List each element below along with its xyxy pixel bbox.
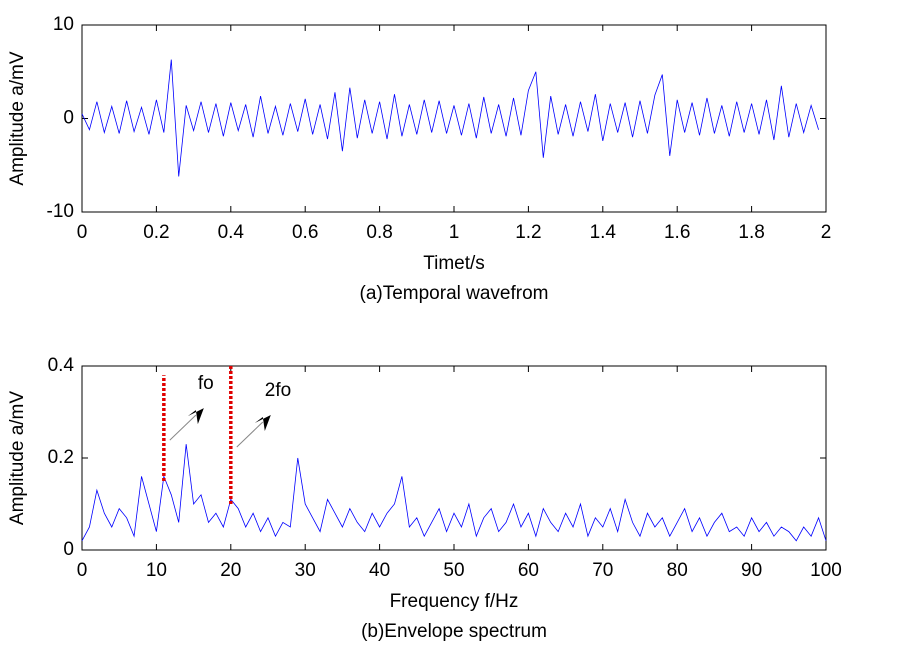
- y-tick-label: 0: [63, 539, 74, 560]
- x-tick-label: 1.6: [664, 222, 690, 243]
- x-tick-label: 40: [369, 560, 390, 581]
- x-tick-label: 100: [810, 560, 842, 581]
- y-axis-label: Amplitude a/mV: [7, 391, 28, 525]
- x-tick-label: 1.4: [590, 222, 617, 243]
- x-tick-label: 50: [443, 560, 464, 581]
- y-tick-label: 0: [63, 108, 74, 129]
- arrow-shaft: [236, 421, 264, 448]
- x-tick-label: 0.4: [218, 222, 245, 243]
- x-tick-label: 80: [667, 560, 688, 581]
- x-tick-label: 1.2: [515, 222, 541, 243]
- y-tick-label: 0.2: [48, 447, 74, 468]
- x-tick-label: 0.2: [143, 222, 169, 243]
- x-tick-label: 60: [518, 560, 539, 581]
- arrow-head: [187, 408, 204, 425]
- y-tick-label: 10: [53, 14, 74, 35]
- x-tick-label: 0: [77, 560, 88, 581]
- caption: (b)Envelope spectrum: [361, 621, 547, 642]
- plot-area: [81, 24, 827, 213]
- x-tick-label: 30: [295, 560, 316, 581]
- x-tick-label: 2: [821, 222, 832, 243]
- x-axis-label: Frequency f/Hz: [390, 591, 519, 612]
- x-tick-label: 10: [146, 560, 167, 581]
- x-tick-label: 0.6: [292, 222, 318, 243]
- data-line: [81, 59, 819, 177]
- x-tick-label: 20: [220, 560, 241, 581]
- y-tick-label: -10: [47, 201, 74, 222]
- data-line: [81, 444, 827, 542]
- y-tick-label: 0.4: [48, 355, 75, 376]
- x-tick-label: 70: [592, 560, 613, 581]
- x-axis-label: Timet/s: [423, 253, 485, 274]
- arrow-head: [254, 415, 271, 431]
- annotation-text: 2fo: [265, 380, 291, 401]
- x-tick-label: 1: [449, 222, 460, 243]
- subplot: 0 10 20 30 40 50 60 70 80 90 100 0 0.2 0.4 Frequency f…: [7, 355, 842, 642]
- y-axis-label: Amplitude a/mV: [7, 51, 28, 185]
- x-tick-label: 1.8: [738, 222, 764, 243]
- arrow-shaft: [169, 414, 197, 441]
- x-tick-label: 0: [77, 222, 88, 243]
- x-tick-label: 0.8: [366, 222, 392, 243]
- annotation-text: fo: [198, 373, 214, 394]
- subplot: 0 0.2 0.4 0.6 0.8 1 1.2 1.4 1.6 1.8 2-10010Timet/s…: [7, 14, 831, 304]
- x-tick-label: 90: [741, 560, 762, 581]
- caption: (a)Temporal wavefrom: [360, 283, 549, 304]
